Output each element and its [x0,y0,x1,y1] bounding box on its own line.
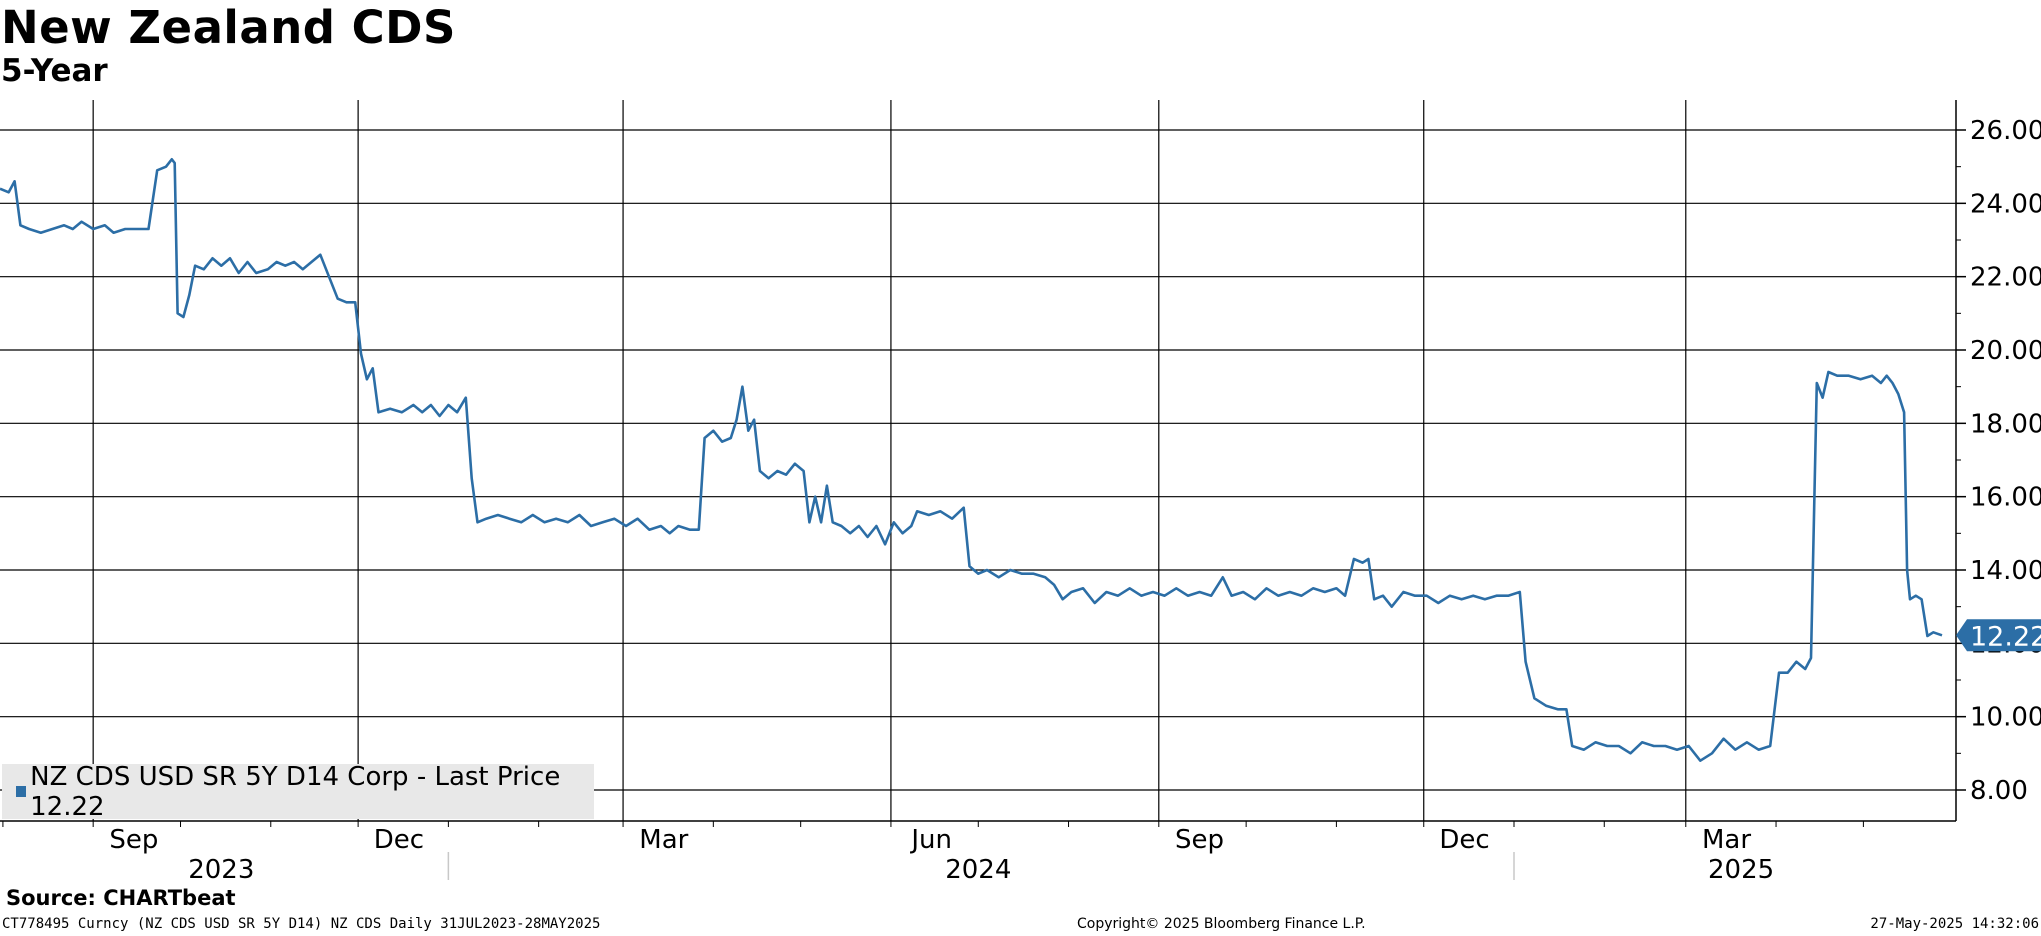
y-tick-label: 20.00 [1970,336,2041,366]
x-tick-label: Sep [1175,825,1224,855]
x-year-label: 2023 [188,855,254,880]
x-tick-label: Dec [1439,825,1489,855]
y-tick-label: 22.00 [1970,263,2041,293]
series-line [0,158,1943,763]
y-tick-label: 10.00 [1970,703,2041,733]
chart-subtitle: 5-Year [1,53,108,89]
x-tick-label: Mar [1702,825,1751,855]
y-tick-label: 24.00 [1970,189,2041,219]
y-tick-label: 14.00 [1970,556,2041,586]
legend-swatch [16,786,27,797]
source-note: Source: CHARTbeat [6,886,236,910]
y-tick-label: 8.00 [1970,776,2028,806]
last-value-tag [1956,619,2041,652]
x-tick-label: Mar [639,825,688,855]
x-year-label: 2025 [1708,855,1774,880]
chart-legend: NZ CDS USD SR 5Y D14 Corp - Last Price 1… [2,761,594,822]
footer-ticker-info: CT778495 Curncy (NZ CDS USD SR 5Y D14) N… [2,916,601,932]
legend-label: NZ CDS USD SR 5Y D14 Corp - Last Price 1… [30,761,561,822]
y-tick-label: 18.00 [1970,409,2041,439]
line-chart: 26.0024.0022.0020.0018.0016.0014.0012.00… [0,100,2041,880]
footer-copyright: Copyright© 2025 Bloomberg Finance L.P. [1077,916,1366,932]
last-value-label: 12.22 [1970,621,2041,652]
chart-title: New Zealand CDS [1,1,456,54]
footer-timestamp: 27-May-2025 14:32:06 [1870,916,2039,932]
y-tick-label: 16.00 [1970,483,2041,513]
x-tick-label: Jun [909,825,952,855]
x-tick-label: Sep [109,825,158,855]
x-year-label: 2024 [945,855,1011,880]
x-tick-label: Dec [374,825,424,855]
y-tick-label: 26.00 [1970,116,2041,146]
